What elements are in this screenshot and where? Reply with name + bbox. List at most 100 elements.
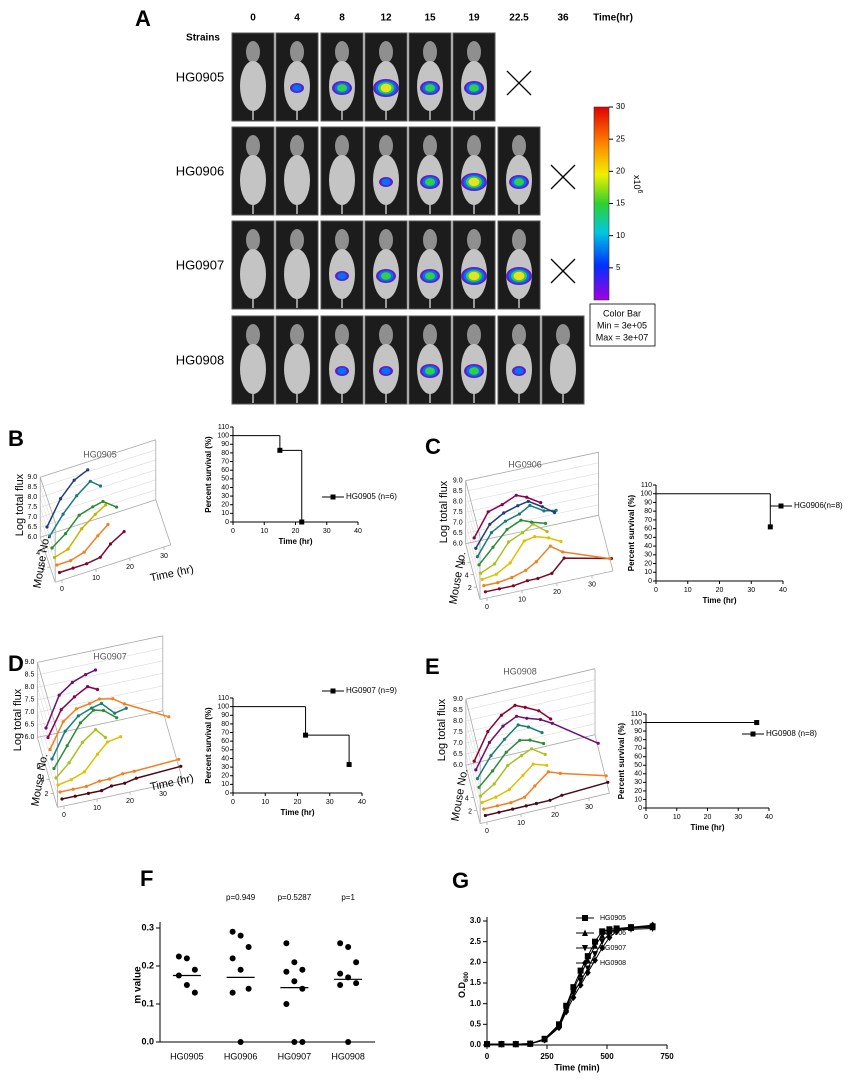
y-tick-label: 0.3 bbox=[141, 922, 154, 932]
mouse-image bbox=[452, 126, 496, 216]
mouse-image bbox=[452, 32, 496, 122]
x-tick-label: 40 bbox=[765, 814, 773, 821]
strain-label: HG0907 bbox=[176, 257, 224, 272]
flux-point bbox=[554, 508, 558, 512]
y-tick-label: 100 bbox=[640, 491, 652, 498]
y-tick-label: 30 bbox=[221, 493, 229, 500]
marker bbox=[299, 519, 305, 525]
flux-point bbox=[84, 784, 88, 789]
box-edge bbox=[55, 544, 171, 583]
flux-point bbox=[488, 522, 492, 526]
x-tick-label: 250 bbox=[540, 1052, 554, 1061]
mouse-body bbox=[284, 249, 310, 299]
flux-point bbox=[99, 701, 104, 706]
time-label: 12 bbox=[380, 13, 392, 24]
flux-point bbox=[97, 697, 102, 701]
box-edge bbox=[465, 543, 481, 600]
x-tick-label: 0 bbox=[654, 587, 658, 594]
z-tick-label: 8.0 bbox=[27, 494, 37, 501]
flux-point bbox=[542, 509, 546, 513]
x-axis-label: Time (hr) bbox=[690, 823, 724, 832]
x-tick-label: 30 bbox=[734, 814, 742, 821]
y-tick-label: 40 bbox=[634, 771, 642, 778]
mouse-body bbox=[329, 155, 355, 205]
flux-point bbox=[56, 783, 60, 787]
legend-marker bbox=[330, 494, 336, 500]
x-tick-label: 40 bbox=[779, 587, 787, 594]
y-tick-label: 30 bbox=[221, 764, 229, 771]
colorbar-tick-label: 25 bbox=[616, 134, 625, 143]
x-tick-label: HG0907 bbox=[278, 1051, 312, 1061]
flux-point bbox=[101, 499, 105, 504]
y-tick-label: 100 bbox=[217, 432, 229, 439]
signal bbox=[425, 178, 435, 186]
strain-label: HG0908 bbox=[176, 352, 224, 367]
z-tick-label: 7.5 bbox=[453, 509, 463, 516]
mouse-head bbox=[512, 324, 526, 346]
box-edge bbox=[37, 662, 58, 733]
flux-point bbox=[543, 521, 548, 525]
marker bbox=[599, 931, 606, 939]
marker bbox=[577, 981, 584, 989]
flux-point bbox=[507, 787, 511, 792]
flux-point bbox=[123, 781, 127, 785]
signal bbox=[337, 272, 347, 280]
box-edge bbox=[465, 699, 481, 758]
flux-point bbox=[72, 478, 76, 482]
flux-point bbox=[63, 729, 67, 733]
flux-point bbox=[100, 789, 104, 793]
flux-point bbox=[521, 531, 525, 535]
signal bbox=[337, 84, 347, 92]
y-tick-label: 10 bbox=[221, 781, 229, 788]
mouse-head bbox=[467, 324, 481, 346]
y-tick-label: 30 bbox=[644, 552, 652, 559]
flux-point bbox=[486, 730, 490, 734]
z-tick-label: 9.0 bbox=[25, 659, 35, 666]
y-tick-label: 90 bbox=[221, 441, 229, 448]
flux-point bbox=[474, 768, 478, 772]
flux-point bbox=[119, 735, 123, 739]
flux-point bbox=[509, 801, 513, 805]
y-tick-label: 20 bbox=[221, 773, 229, 780]
dot bbox=[191, 966, 198, 973]
z-tick-label: 7.5 bbox=[25, 697, 35, 704]
box-edge bbox=[39, 537, 56, 583]
time-label: 22.5 bbox=[509, 13, 529, 24]
dot bbox=[353, 959, 360, 966]
y-tick-label: 40 bbox=[221, 755, 229, 762]
dot bbox=[245, 944, 252, 950]
y-tick-label: 60 bbox=[644, 525, 652, 532]
flux-point bbox=[96, 534, 100, 538]
flux-point bbox=[483, 590, 487, 594]
mouse-image bbox=[364, 126, 408, 216]
x-tick-label: 10 bbox=[673, 814, 681, 821]
box-edge bbox=[465, 765, 481, 824]
y-tick-label: 0.0 bbox=[141, 1036, 154, 1046]
y-tick-label: 70 bbox=[634, 745, 642, 752]
signal bbox=[425, 84, 435, 92]
y-tick-label: 110 bbox=[218, 695, 229, 702]
colorbar-legend-text: Color Bar bbox=[603, 308, 641, 318]
z-tick-label: 9.0 bbox=[453, 696, 463, 703]
flux-point bbox=[98, 484, 103, 488]
flux-point bbox=[491, 769, 495, 773]
flux-point bbox=[487, 740, 491, 745]
flux-point bbox=[540, 505, 544, 509]
flux-point bbox=[121, 772, 125, 776]
z-tick-label: 9.0 bbox=[27, 474, 37, 481]
flux-point bbox=[534, 801, 539, 806]
z-tick-label: 8.5 bbox=[25, 672, 35, 679]
marker bbox=[628, 923, 634, 931]
x-tick-label: 30 bbox=[588, 581, 596, 588]
mouse-head bbox=[335, 135, 349, 157]
z-tick-label: 8.0 bbox=[453, 499, 463, 506]
mouse-image bbox=[497, 315, 541, 405]
flux-line bbox=[46, 469, 89, 528]
y-tick-label: 4 bbox=[465, 795, 469, 802]
y-tick-label: 110 bbox=[631, 711, 642, 718]
box-edge bbox=[465, 668, 596, 700]
mouse-image bbox=[497, 126, 541, 216]
x-tick-label: 40 bbox=[358, 799, 366, 806]
flux-point bbox=[529, 520, 534, 524]
marker bbox=[484, 1040, 490, 1048]
